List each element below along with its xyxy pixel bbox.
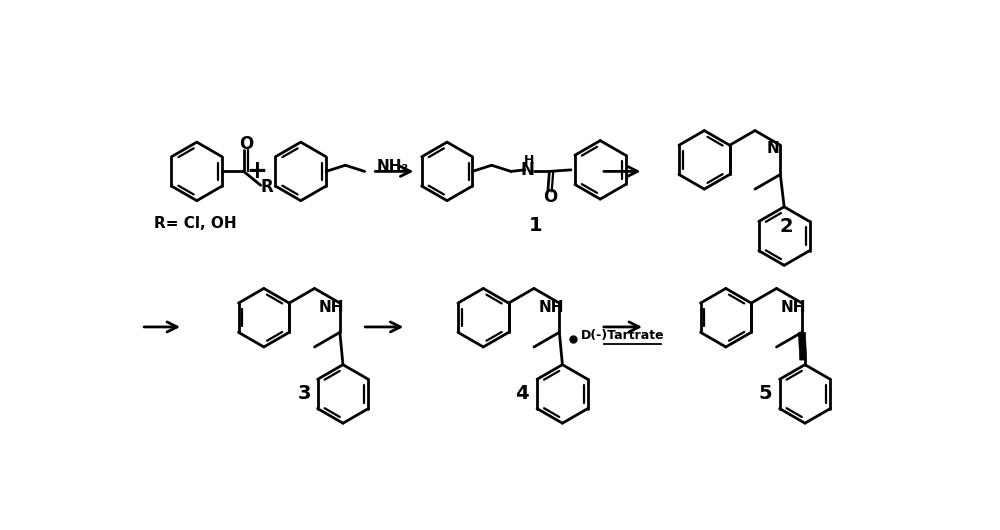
- Text: 5: 5: [758, 384, 772, 403]
- Text: NH: NH: [781, 300, 806, 315]
- Text: NH₂: NH₂: [377, 160, 409, 174]
- Text: O: O: [239, 136, 253, 154]
- Text: N: N: [521, 161, 535, 179]
- Text: R= Cl, OH: R= Cl, OH: [154, 216, 237, 231]
- Text: NH: NH: [538, 300, 564, 315]
- Text: 1: 1: [529, 216, 542, 235]
- Text: NH: NH: [319, 300, 344, 315]
- Text: H: H: [523, 154, 534, 167]
- Text: R: R: [260, 178, 273, 196]
- Text: O: O: [543, 188, 557, 206]
- Text: 4: 4: [515, 384, 529, 403]
- Text: 2: 2: [779, 217, 793, 236]
- Text: D(-)Tartrate: D(-)Tartrate: [581, 329, 665, 342]
- Text: 3: 3: [298, 384, 311, 403]
- Text: +: +: [246, 160, 267, 183]
- Text: N: N: [767, 141, 779, 156]
- Polygon shape: [798, 332, 807, 360]
